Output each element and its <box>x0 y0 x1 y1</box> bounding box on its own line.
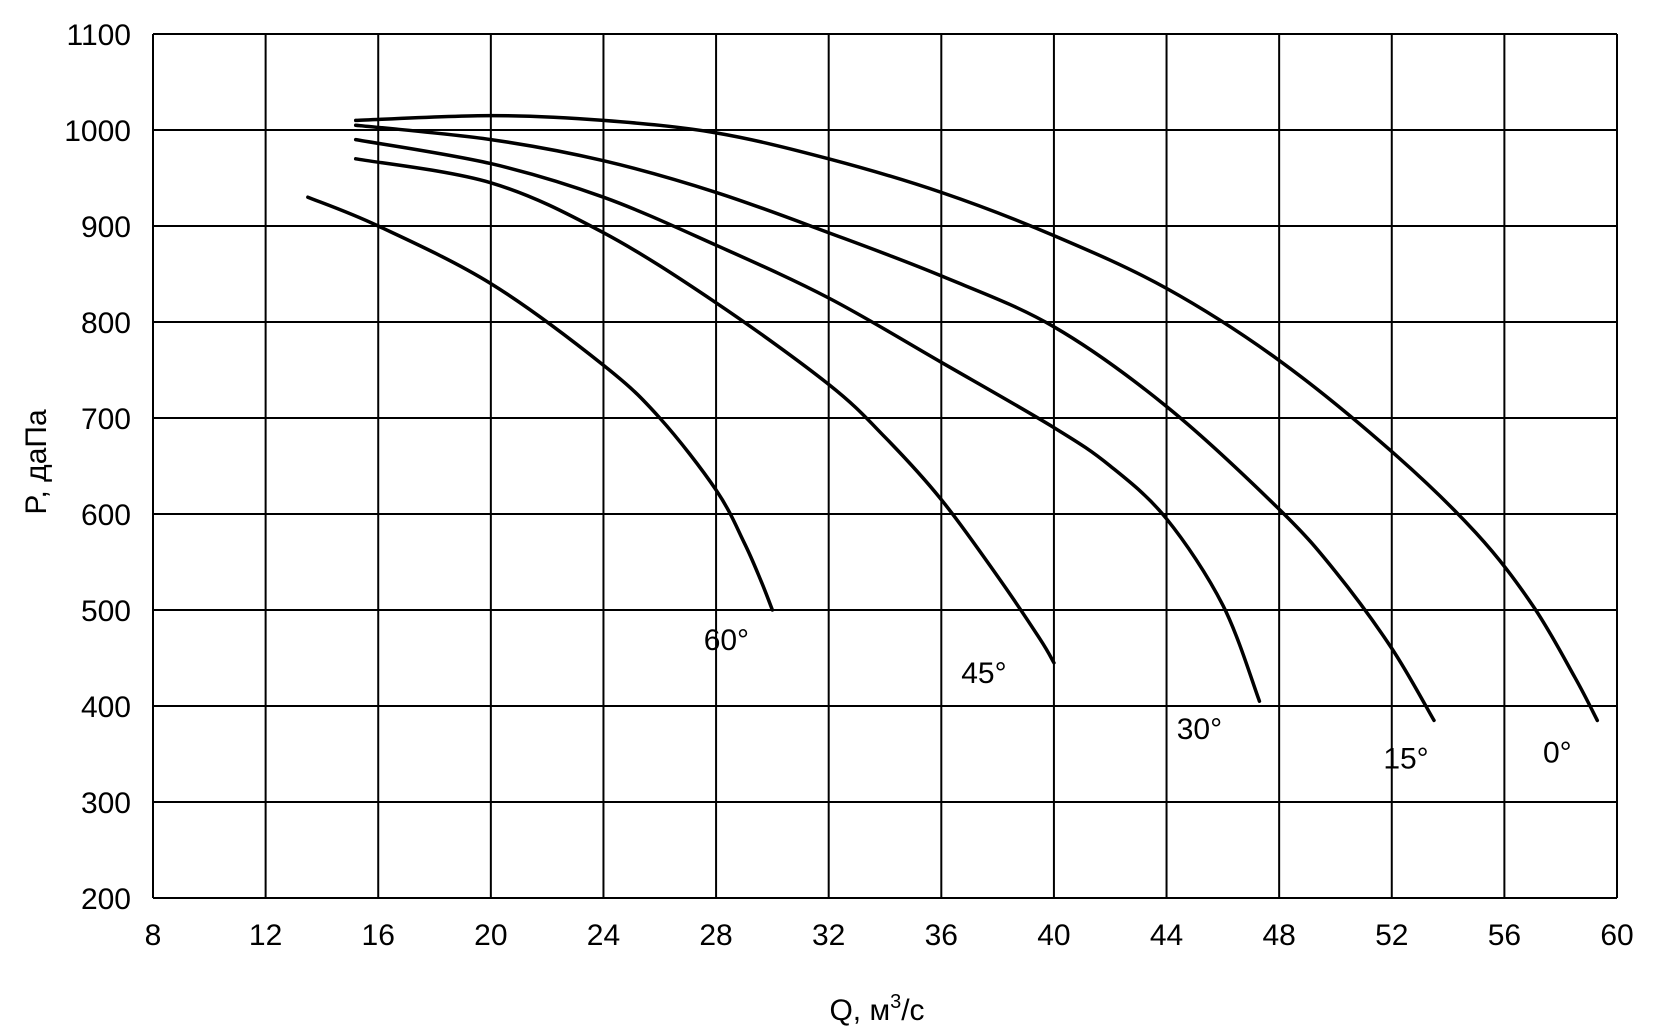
grid <box>152 33 1618 899</box>
y-tick-label: 400 <box>81 691 131 724</box>
x-tick-label: 32 <box>812 919 845 952</box>
y-axis-title: P, даПа <box>20 409 53 515</box>
y-tick-label: 600 <box>81 499 131 532</box>
curve-label: 30° <box>1177 713 1222 746</box>
x-tick-label: 16 <box>362 919 395 952</box>
x-tick-label: 36 <box>925 919 958 952</box>
curve-label: 60° <box>704 624 749 657</box>
curve-labels: 0° 15° 30° 45° 60° <box>704 624 1572 775</box>
y-tick-label: 900 <box>81 211 131 244</box>
x-tick-label: 20 <box>474 919 507 952</box>
curve-1 <box>353 123 1436 723</box>
x-axis-title-suffix: /с <box>901 994 924 1027</box>
curves <box>306 113 1600 723</box>
curve-3 <box>353 157 1056 665</box>
x-axis-ticks: 8 12 16 20 24 28 32 36 40 44 48 52 56 60 <box>145 919 1634 952</box>
x-tick-label: 24 <box>587 919 620 952</box>
curve-label: 45° <box>961 657 1006 690</box>
y-tick-label: 1000 <box>64 115 131 148</box>
curve-0 <box>353 113 1600 723</box>
x-tick-label: 8 <box>145 919 162 952</box>
x-tick-label: 44 <box>1150 919 1183 952</box>
y-axis-ticks: 200 300 400 500 600 700 800 900 1000 1100 <box>64 19 131 916</box>
curve-label: 0° <box>1543 736 1572 769</box>
y-tick-label: 500 <box>81 595 131 628</box>
x-tick-label: 60 <box>1600 919 1633 952</box>
x-axis-title-main: Q, м <box>829 994 890 1027</box>
x-tick-label: 28 <box>699 919 732 952</box>
y-tick-label: 300 <box>81 787 131 820</box>
y-tick-label: 800 <box>81 307 131 340</box>
x-tick-label: 48 <box>1262 919 1295 952</box>
x-axis-title-superscript: 3 <box>890 991 901 1013</box>
curve-label: 15° <box>1383 742 1428 775</box>
x-tick-label: 12 <box>249 919 282 952</box>
x-tick-label: 56 <box>1488 919 1521 952</box>
curve-4 <box>306 195 775 612</box>
y-tick-label: 700 <box>81 403 131 436</box>
curve-2 <box>353 137 1262 703</box>
x-tick-label: 40 <box>1037 919 1070 952</box>
x-tick-label: 52 <box>1375 919 1408 952</box>
x-axis-title: Q, м3/с <box>829 991 924 1027</box>
y-tick-label: 1100 <box>66 19 131 52</box>
y-tick-label: 200 <box>81 883 131 916</box>
